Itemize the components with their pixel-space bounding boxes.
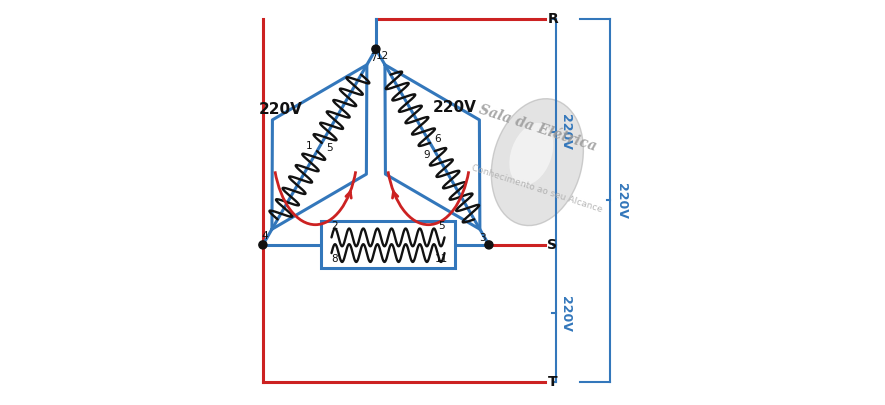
Text: 220V: 220V — [258, 102, 303, 117]
Text: 220V: 220V — [558, 296, 572, 331]
Text: S: S — [548, 238, 558, 252]
Text: 4: 4 — [262, 230, 268, 241]
Ellipse shape — [510, 123, 553, 185]
Circle shape — [485, 241, 493, 249]
Text: 220V: 220V — [558, 114, 572, 150]
Circle shape — [258, 241, 267, 249]
Text: 2: 2 — [331, 220, 338, 230]
Text: Conhecimento ao seu Alcance: Conhecimento ao seu Alcance — [471, 163, 604, 214]
Ellipse shape — [491, 99, 583, 226]
Text: 6: 6 — [435, 134, 442, 144]
Circle shape — [372, 45, 380, 53]
Text: 11: 11 — [435, 254, 449, 264]
Text: 8: 8 — [331, 254, 338, 264]
Text: 220V: 220V — [433, 100, 476, 115]
Text: 12: 12 — [376, 51, 389, 61]
Text: Sala da Elétrica: Sala da Elétrica — [477, 102, 598, 153]
Text: 9: 9 — [424, 150, 430, 160]
Text: 5: 5 — [438, 220, 445, 230]
Text: 7: 7 — [370, 53, 377, 64]
Text: 1: 1 — [306, 141, 312, 151]
Bar — [321, 222, 455, 268]
Text: 220V: 220V — [615, 183, 627, 218]
Text: 3: 3 — [479, 233, 485, 243]
Text: R: R — [548, 12, 558, 26]
Text: 5: 5 — [326, 143, 333, 153]
Text: T: T — [548, 375, 557, 389]
